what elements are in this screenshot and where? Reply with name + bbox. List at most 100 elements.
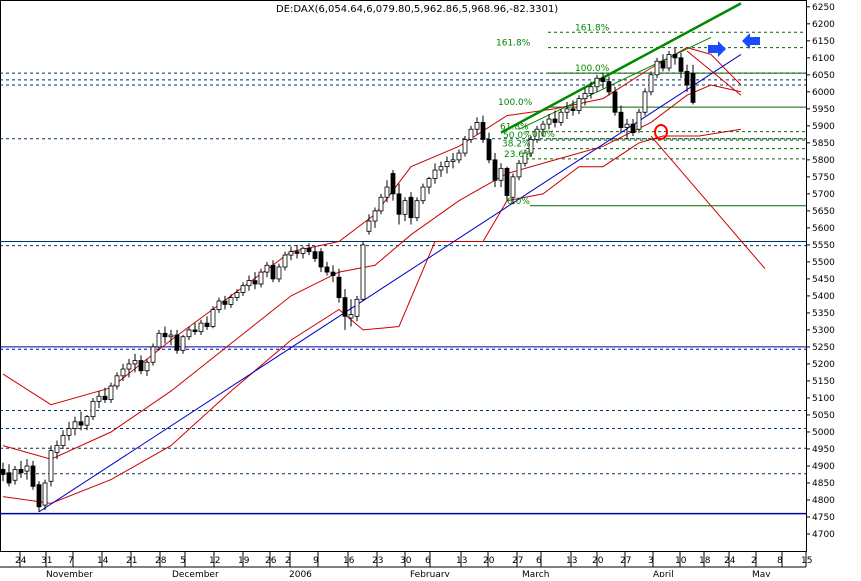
x-tick-label-8: 19 [238,556,250,566]
candle-69 [414,197,420,222]
candle-65 [390,170,396,201]
candle-body-40 [240,285,246,293]
candle-62 [372,207,378,228]
candle-113 [678,52,684,79]
candle-body-33 [198,322,204,333]
x-tick-label-23: 3 [648,556,654,566]
y-tick-label-5100: 5100 [812,394,835,404]
candle-body-60 [360,244,366,300]
candle-body-6 [36,484,42,508]
candle-body-16 [96,395,102,402]
candle-body-23 [138,360,144,372]
candle-body-80 [480,122,486,140]
plot-frame [0,0,807,552]
candle-53 [318,248,324,273]
candle-16 [96,391,102,409]
fib-label-6: 38.2% [502,140,531,150]
fib-label-5: 50.0% [503,131,532,141]
candle-34 [204,316,210,330]
candle-108 [648,71,654,96]
x-tick-label-11: 9 [313,556,319,566]
candle-33 [198,319,204,336]
candle-body-101 [606,81,612,93]
candle-body-108 [648,74,654,93]
chart-title: DE:DAX(6,054.64,6,079.80,5,962.86,5,968.… [276,4,558,15]
candle-22 [132,353,138,373]
candle-body-99 [594,77,600,88]
y-tick-label-6000: 6000 [812,88,835,98]
blue-arrow-left-icon [742,33,760,49]
candle-97 [582,88,588,106]
candle-body-43 [258,271,264,285]
candle-92 [552,110,558,128]
candle-body-77 [462,139,468,154]
candle-112 [672,47,678,65]
candle-body-26 [156,332,162,348]
candle-body-38 [228,297,234,305]
y-tick-label-5650: 5650 [812,207,835,217]
y-tick-label-4700: 4700 [812,530,835,540]
candle-9 [54,440,60,460]
candle-86 [516,159,522,181]
candle-48 [288,246,294,261]
candle-70 [420,183,426,205]
candle-body-95 [570,108,576,111]
candle-95 [570,100,576,116]
x-tick-label-6: 5 [180,556,186,566]
blue-arrow-right-icon [708,41,726,57]
candle-body-104 [624,123,630,128]
candle-body-98 [588,86,594,94]
candle-body-30 [180,336,186,351]
candle-43 [258,268,264,288]
candle-body-113 [678,57,684,72]
candle-body-91 [546,118,552,125]
candle-85 [510,173,516,205]
candle-1 [6,464,12,487]
candle-body-87 [522,152,528,164]
candle-body-29 [174,334,180,351]
bollinger-middle [2,84,742,460]
candle-body-65 [390,173,396,195]
candle-body-53 [318,251,324,268]
y-tick-label-6200: 6200 [812,20,835,30]
candle-body-8 [48,450,54,482]
candle-body-58 [348,314,354,319]
trend-line-4 [650,135,766,270]
candle-66 [396,183,402,225]
x-tick-label-19: 6 [536,556,542,566]
x-tick-label-2: 7 [68,556,74,566]
candle-46 [276,263,282,283]
candle-body-4 [24,465,30,472]
y-tick-label-5700: 5700 [812,190,835,200]
candle-101 [606,76,612,96]
candle-body-32 [192,329,198,333]
y-tick-label-5350: 5350 [812,309,835,319]
candle-body-55 [330,271,336,276]
candle-body-111 [666,54,672,69]
candle-29 [174,329,180,354]
candle-body-50 [300,247,306,254]
x-tick-label-5: 28 [155,556,167,566]
candle-body-67 [402,200,408,215]
candle-body-59 [354,298,360,317]
candle-87 [522,149,528,167]
candle-body-27 [162,332,168,338]
candle-56 [336,268,342,303]
candle-body-96 [576,98,582,111]
candle-14 [84,414,90,431]
candle-40 [240,282,246,296]
candle-body-15 [90,400,96,418]
candle-19 [114,372,120,390]
y-tick-label-4900: 4900 [812,462,835,472]
candle-81 [486,132,492,164]
candle-49 [294,244,300,259]
candle-body-45 [270,264,276,280]
candle-54 [324,261,330,276]
candle-body-68 [408,196,414,219]
candle-body-47 [282,254,288,268]
candle-body-1 [6,472,12,484]
x-month-label-5: April [653,570,674,577]
candle-10 [60,430,66,449]
candle-body-74 [444,161,450,168]
